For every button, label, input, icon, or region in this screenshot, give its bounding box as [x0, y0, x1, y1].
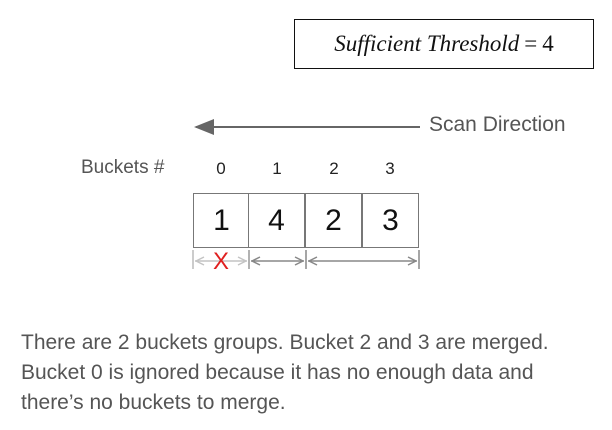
threshold-box: Sufficient Threshold = 4 [294, 19, 594, 69]
bucket-index-3: 3 [385, 159, 395, 178]
scan-direction-label: Scan Direction [429, 113, 566, 136]
threshold-label: Sufficient Threshold [334, 31, 520, 56]
ignored-bucket-mark: X [212, 248, 229, 275]
group-ranges [192, 250, 420, 269]
threshold-operator: = [524, 31, 538, 56]
bucket-cell-1: 4 [248, 193, 305, 248]
bucket-cell-3: 3 [362, 193, 419, 248]
bucket-cell-0: 1 [193, 193, 250, 248]
bucket-index-1: 1 [272, 159, 282, 178]
buckets-label: Buckets # [81, 157, 165, 178]
group-range-buckets-2-3 [308, 256, 417, 266]
bucket-cell-2: 2 [305, 193, 362, 248]
explanation-text: There are 2 buckets groups. Bucket 2 and… [21, 331, 549, 414]
threshold-value: 4 [542, 31, 554, 56]
group-range-bucket-1 [251, 256, 304, 266]
bucket-index-2: 2 [329, 159, 339, 178]
ignored-range [195, 256, 247, 266]
scan-direction-arrowhead [194, 119, 214, 135]
bucket-index-0: 0 [216, 159, 226, 178]
